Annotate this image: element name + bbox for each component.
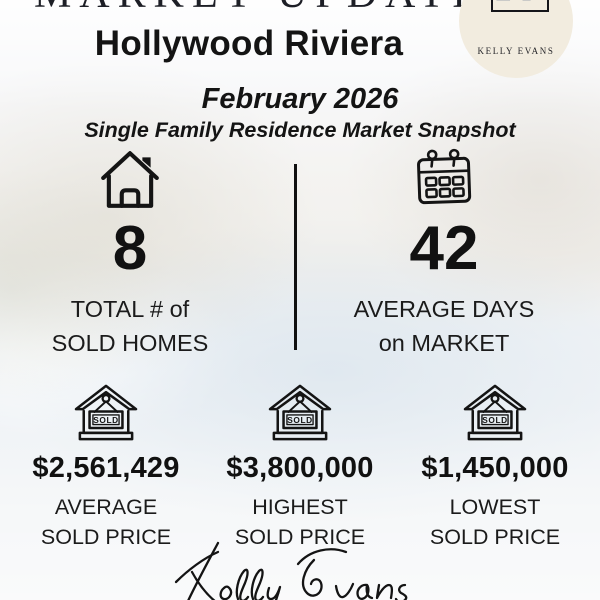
price-average: SOLD $2,561,429 AVERAGE SOLD PRICE (6, 383, 206, 552)
stats-divider (294, 164, 297, 350)
kelly-evans-signature (174, 541, 408, 600)
report-month: February 2026 (201, 83, 399, 115)
area-title: Hollywood Riviera (94, 24, 404, 63)
logo-monogram-k: K (495, 0, 531, 8)
lowest-sold-price: $1,450,000 (421, 452, 569, 484)
calendar-icon (344, 146, 544, 210)
logo-square-frame (491, 0, 549, 12)
sold-house-icon: SOLD (6, 383, 206, 443)
sold-house-icon: SOLD (392, 383, 598, 443)
days-on-market-count: 42 (409, 214, 479, 283)
sold-homes-count: 8 (112, 214, 148, 283)
days-on-market-label: AVERAGE DAYS on MARKET (353, 296, 535, 356)
logo-name: KELLY EVANS (477, 46, 555, 56)
report-subtitle: Single Family Residence Market Snapshot (84, 118, 516, 142)
price-highest: SOLD $3,800,000 HIGHEST SOLD PRICE (200, 383, 400, 552)
lowest-sold-price-label: LOWEST SOLD PRICE (429, 495, 561, 549)
svg-text:SOLD: SOLD (287, 415, 312, 425)
sold-homes-label: TOTAL # of SOLD HOMES (51, 296, 209, 356)
average-sold-price: $2,561,429 (32, 452, 180, 484)
sold-house-icon: SOLD (200, 383, 400, 443)
price-lowest: SOLD $1,450,000 LOWEST SOLD PRICE (392, 383, 598, 552)
market-update-title: MARKET UPDATE (0, 0, 520, 15)
logo-monogram-e: E (519, 0, 550, 5)
stat-days-on-market: 42 AVERAGE DAYS on MARKET (344, 146, 544, 360)
svg-text:SOLD: SOLD (482, 415, 507, 425)
house-icon (30, 148, 230, 210)
stat-sold-homes: 8 TOTAL # of SOLD HOMES (30, 148, 230, 360)
highest-sold-price: $3,800,000 (226, 452, 374, 484)
average-sold-price-label: AVERAGE SOLD PRICE (40, 495, 172, 549)
highest-sold-price-label: HIGHEST SOLD PRICE (234, 495, 366, 549)
svg-text:SOLD: SOLD (93, 415, 118, 425)
